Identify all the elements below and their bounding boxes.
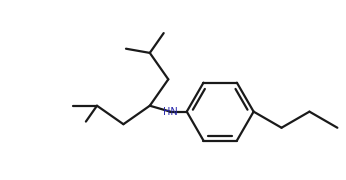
Text: HN: HN <box>163 107 177 117</box>
